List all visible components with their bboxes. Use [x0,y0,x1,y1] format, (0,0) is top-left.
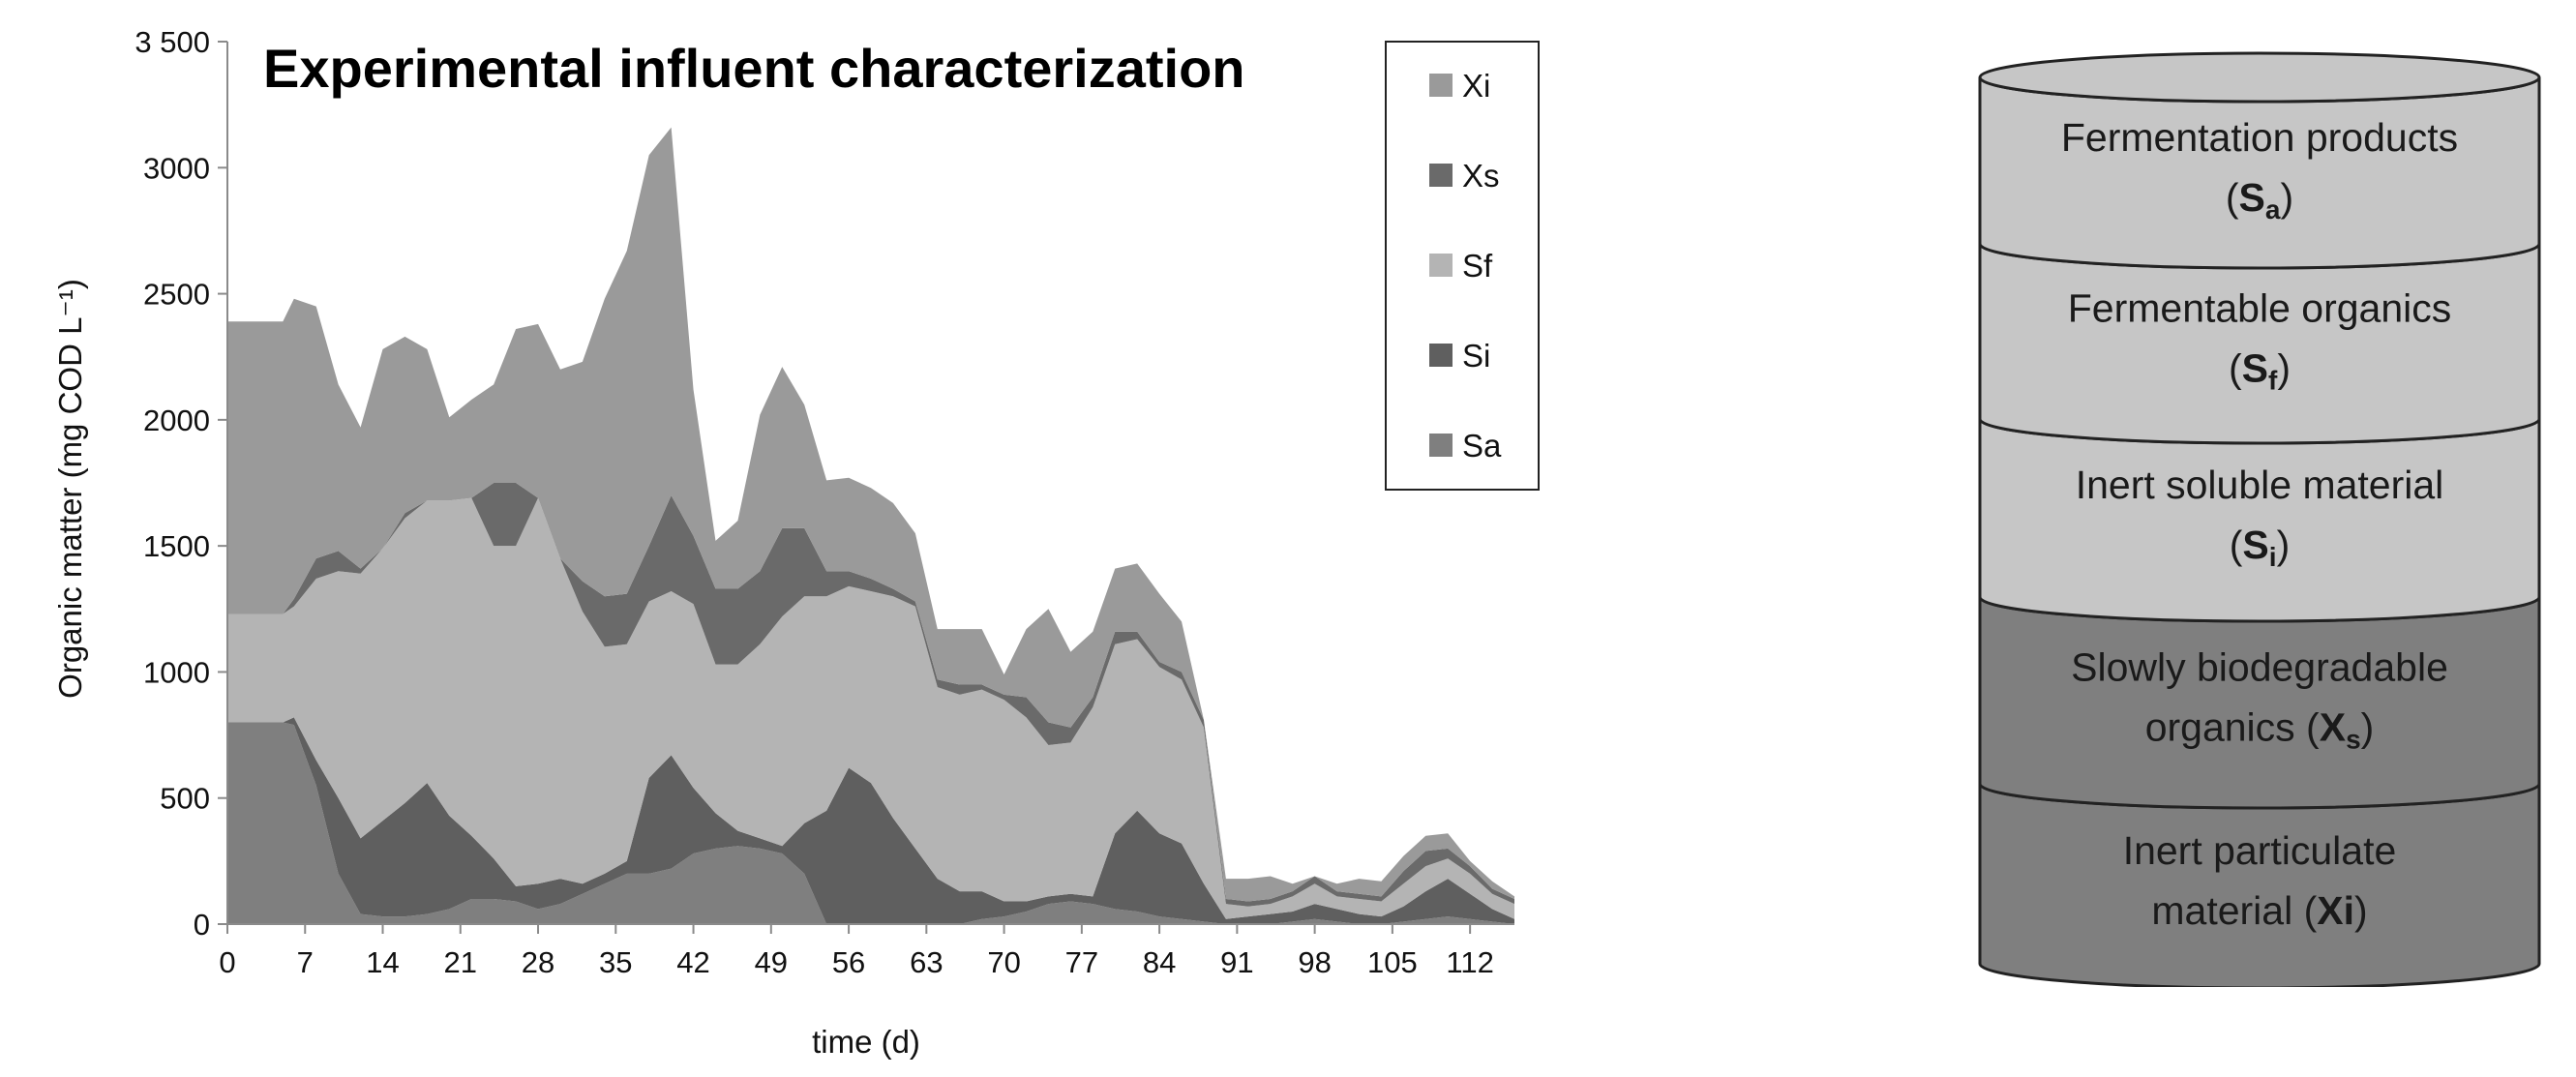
layer-label-line2: organics ( [2145,705,2320,750]
x-tick-label: 56 [832,945,865,979]
cylinder-layer-2 [1978,243,2541,445]
layer-label-line1: Fermentation products [2061,115,2458,160]
layer-label-symbol: S [2242,523,2268,567]
legend-swatch-sf [1429,254,1453,277]
layer-label-line2: (Sa) [2226,175,2293,224]
layer-label-paren_open: ( [2226,175,2239,220]
legend-label-si: Si [1462,338,1490,374]
x-tick-label: 7 [297,945,314,979]
legend-box [1385,41,1540,491]
cylinder-layer-5 [1978,783,2541,987]
layer-label-symbol: S [2242,346,2268,391]
legend-swatch-sa [1429,434,1453,457]
layer-label-paren_close: ) [2277,346,2291,391]
influent-chart: 0 500 1000 1500 2000 2500 3000 3 500 0 7 14 21 28 35 4… [52,25,1540,1060]
organic-fractions-cylinder: Fermentation products(Sa)Fermentable org… [1978,51,2541,987]
layer-label-paren_open: ( [2229,346,2242,391]
layer-label-symbol: X [2320,705,2346,750]
x-tick-label: 63 [910,945,943,979]
layer-label-line2: organics (Xs) [2145,705,2375,755]
y-tick-label: 2500 [143,278,210,312]
legend-swatch-si [1429,344,1453,367]
x-tick-label: 105 [1367,945,1418,979]
y-tick-label: 3000 [143,151,210,185]
layer-label-paren_open: ( [2230,523,2243,567]
stacked-areas [227,127,1514,924]
layer-label-sub: s [2346,725,2361,755]
legend-label-sf: Sf [1462,248,1493,284]
cylinder-layer-1 [1978,76,2541,270]
area-sf [227,497,1514,919]
x-tick-label: 70 [987,945,1020,979]
area-si [227,717,1514,924]
layer-label-paren_close: ) [2277,523,2291,567]
layer-label-sub: a [2265,194,2281,224]
legend-label-xi: Xi [1462,68,1490,104]
cylinder-layers: Fermentation products(Sa)Fermentable org… [1978,51,2541,987]
y-axis-title: Organic matter (mg COD L⁻¹) [52,279,88,699]
layer-label-line1: Inert soluble material [2076,463,2444,507]
layer-label-line1: Fermentable organics [2068,286,2452,331]
x-tick-label: 0 [219,945,235,979]
layer-label-line1: Inert particulate [2123,828,2397,873]
y-tick-label: 3 500 [135,25,210,59]
layer-label-line2: (Si) [2230,523,2290,572]
cylinder-layer-3 [1978,418,2541,623]
layer-label-line2: (Sf) [2229,346,2291,396]
chart-title: Experimental influent characterization [263,38,1244,99]
layer-label-sub: f [2268,366,2278,396]
layer-label-line2: material (Xi) [2151,888,2367,933]
legend-label-xs: Xs [1462,158,1500,194]
legend-swatch-xs [1429,164,1453,187]
layer-label-paren_close: ) [2361,705,2375,750]
x-tick-label: 77 [1065,945,1098,979]
y-tick-label: 1500 [143,529,210,563]
x-axis-title: time (d) [812,1024,920,1060]
x-tick-label: 98 [1298,945,1331,979]
legend-label-sa: Sa [1462,428,1502,464]
layer-label-line1: Slowly biodegradable [2071,645,2448,690]
cylinder-layer-4 [1978,596,2541,810]
x-tick-label: 49 [755,945,788,979]
y-tick-label: 1000 [143,655,210,689]
x-tick-label: 91 [1220,945,1253,979]
x-tick-label: 35 [599,945,632,979]
layer-label-paren_close: ) [2354,888,2368,933]
x-tick-label: 28 [522,945,554,979]
chart-legend: Xi Xs Sf Si Sa [1385,41,1540,491]
x-tick-label: 21 [444,945,477,979]
x-tick-label: 112 [1446,945,1493,979]
legend-swatch-xi [1429,74,1453,97]
x-tick-label: 14 [366,945,399,979]
area-xi [227,127,1514,902]
y-tick-label: 500 [160,782,210,816]
layer-label-symbol: S [2239,175,2265,220]
x-tick-label: 84 [1143,945,1176,979]
layer-label-paren_close: ) [2280,175,2293,220]
layer-label-line2: material ( [2151,888,2317,933]
y-tick-label: 2000 [143,404,210,437]
chart-axes: 0 500 1000 1500 2000 2500 3000 3 500 0 7 14 21 28 35 4… [135,25,1514,979]
layer-label-sub: i [2269,542,2277,572]
layer-label-symbol: Xi [2317,888,2354,933]
y-tick-label: 0 [194,908,210,942]
x-tick-label: 42 [676,945,709,979]
cylinder-top [1978,51,2541,104]
